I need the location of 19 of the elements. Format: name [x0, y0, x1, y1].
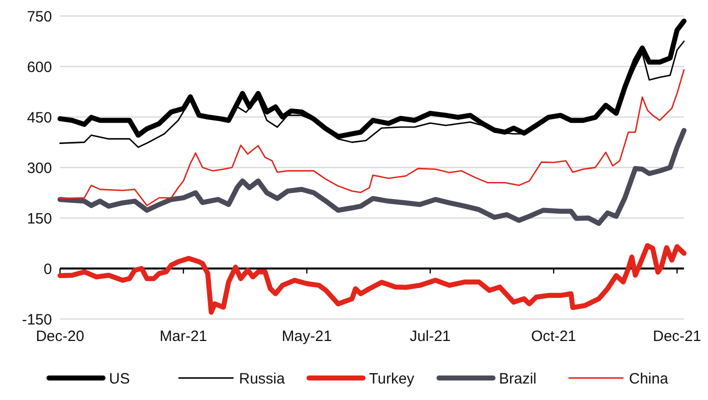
- y-tick-label: 300: [26, 160, 52, 177]
- legend-label: Russia: [239, 370, 286, 388]
- x-tick-label: May-21: [282, 328, 332, 345]
- x-tick-label: Oct-21: [531, 328, 576, 345]
- legend-label: Brazil: [499, 370, 537, 388]
- line-series: [59, 69, 685, 206]
- legend-label: China: [629, 370, 669, 388]
- x-tick-label: Mar-21: [160, 328, 208, 345]
- y-tick-label: -150: [22, 311, 52, 328]
- y-tick-label: 450: [26, 109, 52, 126]
- y-tick-label: 0: [44, 260, 52, 278]
- x-tick-label: Jul-21: [410, 328, 451, 345]
- y-tick-label: 150: [26, 210, 52, 228]
- y-tick-label: 600: [26, 58, 52, 76]
- x-tick-label: Dec-21: [652, 328, 702, 345]
- legend-label: US: [109, 370, 130, 388]
- y-tick-label: 750: [26, 8, 52, 26]
- legend-label: Turkey: [369, 370, 415, 388]
- x-tick-label: Dec-20: [36, 328, 84, 345]
